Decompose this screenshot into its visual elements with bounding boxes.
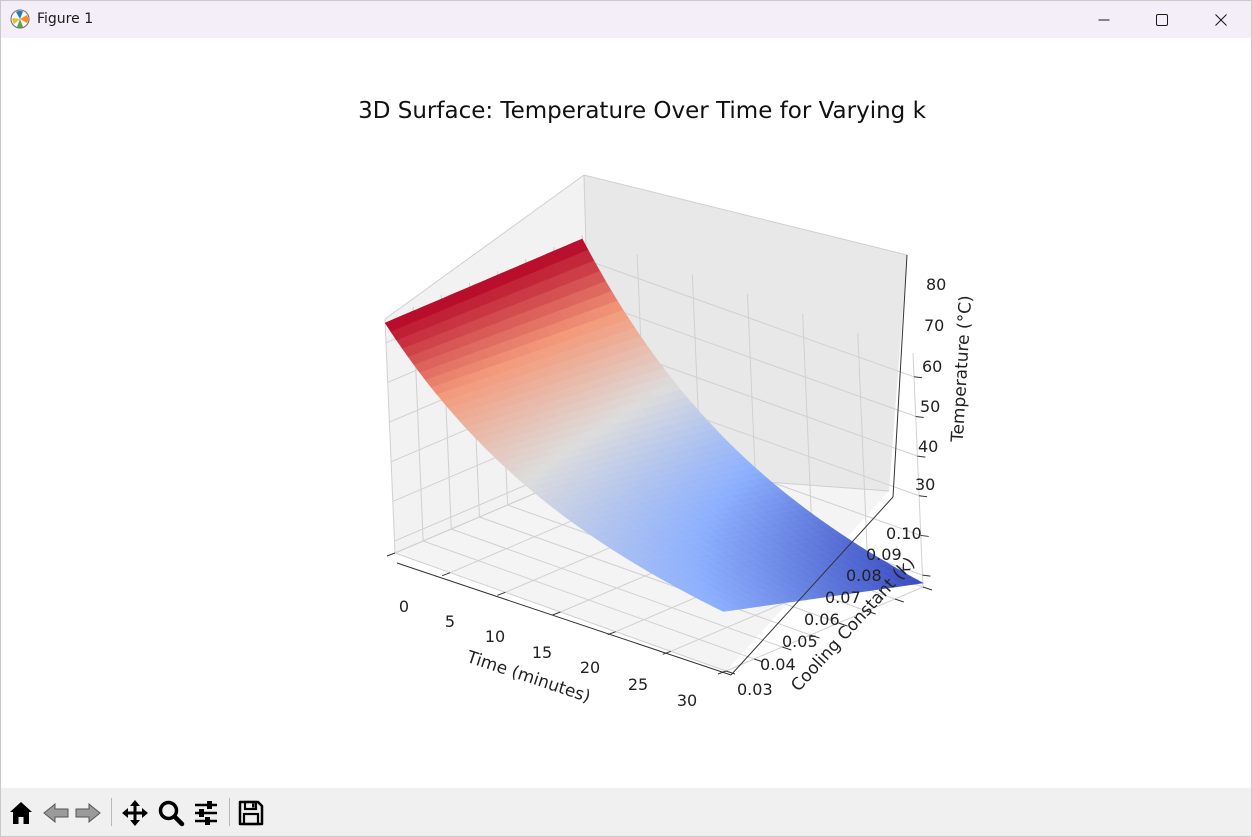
z-tick-60: 60 [922,357,942,376]
tick-mark [441,572,451,577]
title-bar[interactable]: Figure 1 [1,1,1251,38]
tick-mark [386,552,396,557]
minimize-button[interactable] [1075,1,1133,38]
tick-mark [725,670,736,675]
z-tick-50: 50 [920,397,940,416]
close-icon [1215,13,1227,26]
save-icon [238,800,264,826]
y-tick-0.08: 0.08 [846,566,882,585]
grid-line [479,516,811,636]
y-tick-0.09: 0.09 [866,545,902,564]
x-tick-15: 15 [532,643,552,662]
grid-line [857,333,869,568]
x-tick-25: 25 [628,675,648,694]
tick-mark [913,376,923,379]
temperature-surface [384,238,924,612]
tick-mark [607,631,616,636]
home-icon [10,802,32,824]
x-tick-5: 5 [445,612,455,631]
grid-line [451,528,783,648]
y-tick-0.06: 0.06 [804,610,840,629]
grid-line [582,258,915,378]
configure-subplots-button[interactable] [189,796,223,830]
grid-line [802,313,814,548]
tick-mark [552,611,561,616]
chart-title: 3D Surface: Temperature Over Time for Va… [358,98,926,124]
x-tick-0: 0 [399,597,409,616]
tick-mark [866,610,876,615]
grid-line [725,586,924,672]
axis-lines [396,254,908,676]
tick-mark [922,574,931,577]
forward-button[interactable] [71,796,105,830]
tick-marks [386,376,933,675]
y-tick-0.05: 0.05 [782,632,818,651]
figure-canvas[interactable]: 3D Surface: Temperature Over Time for Va… [1,38,1251,788]
z-tick-70: 70 [924,316,944,335]
forward-arrow-icon [75,802,101,824]
back-arrow-icon [43,802,69,824]
y-tick-0.10: 0.10 [886,524,922,543]
tick-mark [915,415,924,418]
tick-mark [838,622,848,627]
grid-line [584,297,916,417]
tick-mark [894,598,905,603]
tick-mark [919,495,928,498]
toolbar-separator [111,798,112,826]
tick-mark [497,591,506,596]
y-tick-0.03: 0.03 [737,680,773,699]
back-button[interactable] [39,796,73,830]
minimize-icon [1098,19,1110,20]
window-title: Figure 1 [37,11,94,27]
tick-mark [782,646,792,651]
toolbar-separator [229,798,230,826]
sliders-icon [195,801,217,825]
x-tick-30: 30 [677,691,697,710]
x-tick-10: 10 [485,627,505,646]
z-tick-40: 40 [918,437,938,456]
save-button[interactable] [234,796,268,830]
maximize-button[interactable] [1133,1,1191,38]
z-tick-80: 80 [926,275,946,294]
grid-line [384,318,396,554]
grid-line [912,352,924,588]
grid-line [422,540,755,660]
y-tick-0.07: 0.07 [825,588,861,607]
zoom-button[interactable] [154,796,188,830]
surface-plot: 3D Surface: Temperature Over Time for Va… [358,98,976,710]
x-tick-20: 20 [580,658,600,677]
matplotlib-icon [10,9,30,29]
tick-mark [753,658,764,663]
z-tick-30: 30 [915,475,935,494]
pan-button[interactable] [118,796,152,830]
tick-mark [717,670,727,675]
home-button[interactable] [4,796,38,830]
temperature-axis-line [892,254,908,498]
navigation-toolbar [1,788,1251,836]
tick-mark [922,586,933,591]
tick-mark [810,634,820,639]
y-tick-0.04: 0.04 [760,655,796,674]
x-axis-label: Time (minutes) [463,647,593,707]
tick-mark [920,534,929,537]
tick-mark [662,650,672,655]
tick-mark [917,455,926,458]
k-axis-line [730,496,894,676]
maximize-icon [1156,13,1168,26]
close-button[interactable] [1192,1,1250,38]
zoom-icon [158,800,185,827]
time-axis-line [396,562,732,676]
z-axis-label: Temperature (°C) [948,295,976,444]
pan-icon [122,800,148,826]
surface-patch [716,607,734,612]
